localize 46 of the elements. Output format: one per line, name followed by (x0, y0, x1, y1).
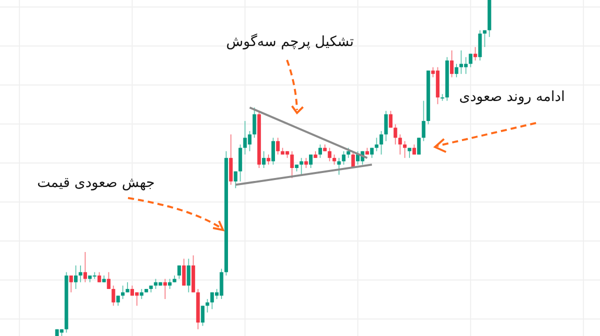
candlestick (200, 305, 204, 326)
candlestick (374, 137, 378, 152)
candlestick (163, 278, 167, 300)
candlestick (234, 170, 238, 189)
candlestick (276, 137, 280, 156)
candlestick (478, 30, 482, 61)
candlestick (422, 100, 426, 142)
candlestick (450, 50, 454, 78)
candlestick (342, 150, 346, 166)
candlestick (177, 264, 181, 280)
candlestick (83, 252, 87, 283)
candlestick (290, 150, 294, 179)
candlestick (112, 285, 116, 306)
candlestick (398, 134, 402, 156)
candlestick (318, 144, 322, 158)
candlestick (229, 134, 233, 186)
candlestick (252, 107, 256, 138)
candlestick (206, 298, 210, 313)
candlestick (482, 30, 486, 48)
candlestick (106, 272, 110, 290)
candlestick (182, 258, 186, 286)
candlestick (332, 154, 336, 166)
candlestick (394, 124, 398, 145)
candlestick (69, 275, 73, 293)
candlestick (186, 258, 190, 293)
candlestick (116, 295, 120, 306)
candlestick (403, 140, 407, 158)
candlestick (309, 154, 313, 168)
candlestick (78, 264, 82, 283)
candlestick (337, 157, 341, 176)
candlestick (388, 110, 392, 128)
candlestick (380, 130, 384, 156)
candlestick (328, 147, 332, 162)
candlestick (266, 154, 270, 166)
candlestick (271, 137, 275, 166)
candlestick (74, 264, 78, 290)
candlestick (126, 282, 130, 293)
candlestick (238, 144, 242, 182)
candlestick (168, 278, 172, 290)
candlestick (468, 53, 472, 68)
candlestick (262, 150, 266, 168)
annotation: تشکیل پرچم سه‌گوش (226, 33, 354, 50)
candlestick (454, 63, 458, 78)
candlestick (384, 110, 388, 142)
annotation: جهش صعودی قیمت (37, 175, 155, 191)
annotation: ادامه روند صعودی (459, 89, 565, 105)
